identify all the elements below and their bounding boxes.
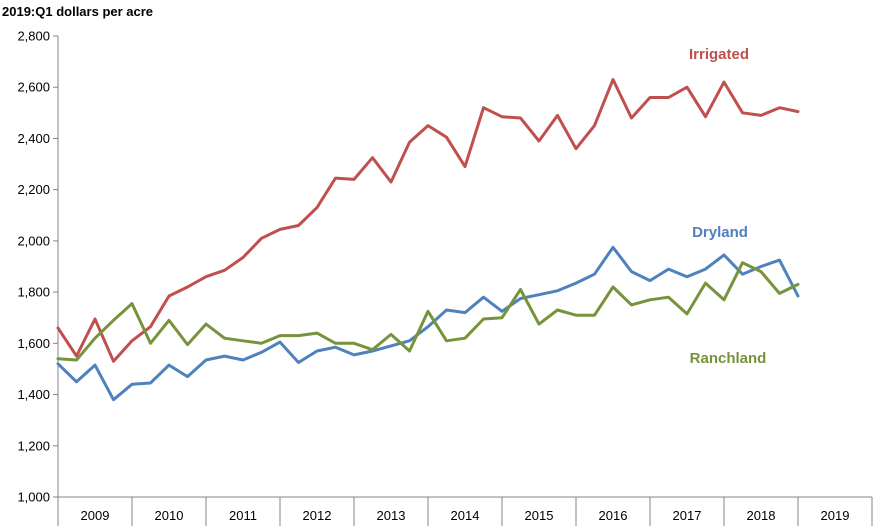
x-tick-labels: 2009 2010 2011 2012 2013 2014 2015 2016 2017 2018…: [57, 497, 873, 526]
x-tick-label: 2011: [229, 508, 257, 523]
y-tick-label: 1,600: [17, 336, 50, 351]
y-tick-label: 2,400: [17, 131, 50, 146]
series-line-ranchland: [56, 261, 800, 362]
y-tick-label: 2,600: [17, 80, 50, 95]
x-tick-label: 2010: [155, 508, 184, 523]
x-tick-label: 2013: [377, 508, 406, 523]
x-tick-label: 2009: [81, 508, 110, 523]
x-tick-label: 2018: [747, 508, 776, 523]
y-tick-labels: 1,000 1,200 1,400 1,600 1,800 2,000 2,200 2,400…: [17, 29, 50, 505]
series-label-irrigated: Irrigated: [689, 46, 749, 63]
y-tick-label: 1,400: [17, 387, 50, 402]
y-axis-title: 2019:Q1 dollars per acre: [2, 4, 153, 19]
x-tick-label: 2014: [451, 508, 480, 523]
y-tick-label: 1,800: [17, 285, 50, 300]
x-tick-label: 2015: [525, 508, 554, 523]
axes: [57, 36, 872, 498]
x-tick-label: 2019: [821, 508, 850, 523]
x-tick-label: 2016: [599, 508, 628, 523]
y-tick-label: 2,000: [17, 233, 50, 248]
series-line-dryland: [56, 245, 800, 402]
series-lines: [56, 78, 800, 402]
series-label-ranchland: Ranchland: [690, 350, 767, 367]
y-tick-marks: [53, 35, 58, 498]
series-labels: Irrigated Dryland Ranchland: [689, 46, 766, 367]
y-tick-label: 2,800: [17, 29, 50, 44]
series-line-irrigated: [56, 78, 800, 363]
x-tick-label: 2017: [673, 508, 702, 523]
y-tick-label: 1,200: [17, 438, 50, 453]
x-tick-label: 2012: [303, 508, 332, 523]
y-tick-label: 2,200: [17, 182, 50, 197]
y-tick-label: 1,000: [17, 490, 50, 505]
series-label-dryland: Dryland: [692, 224, 748, 241]
